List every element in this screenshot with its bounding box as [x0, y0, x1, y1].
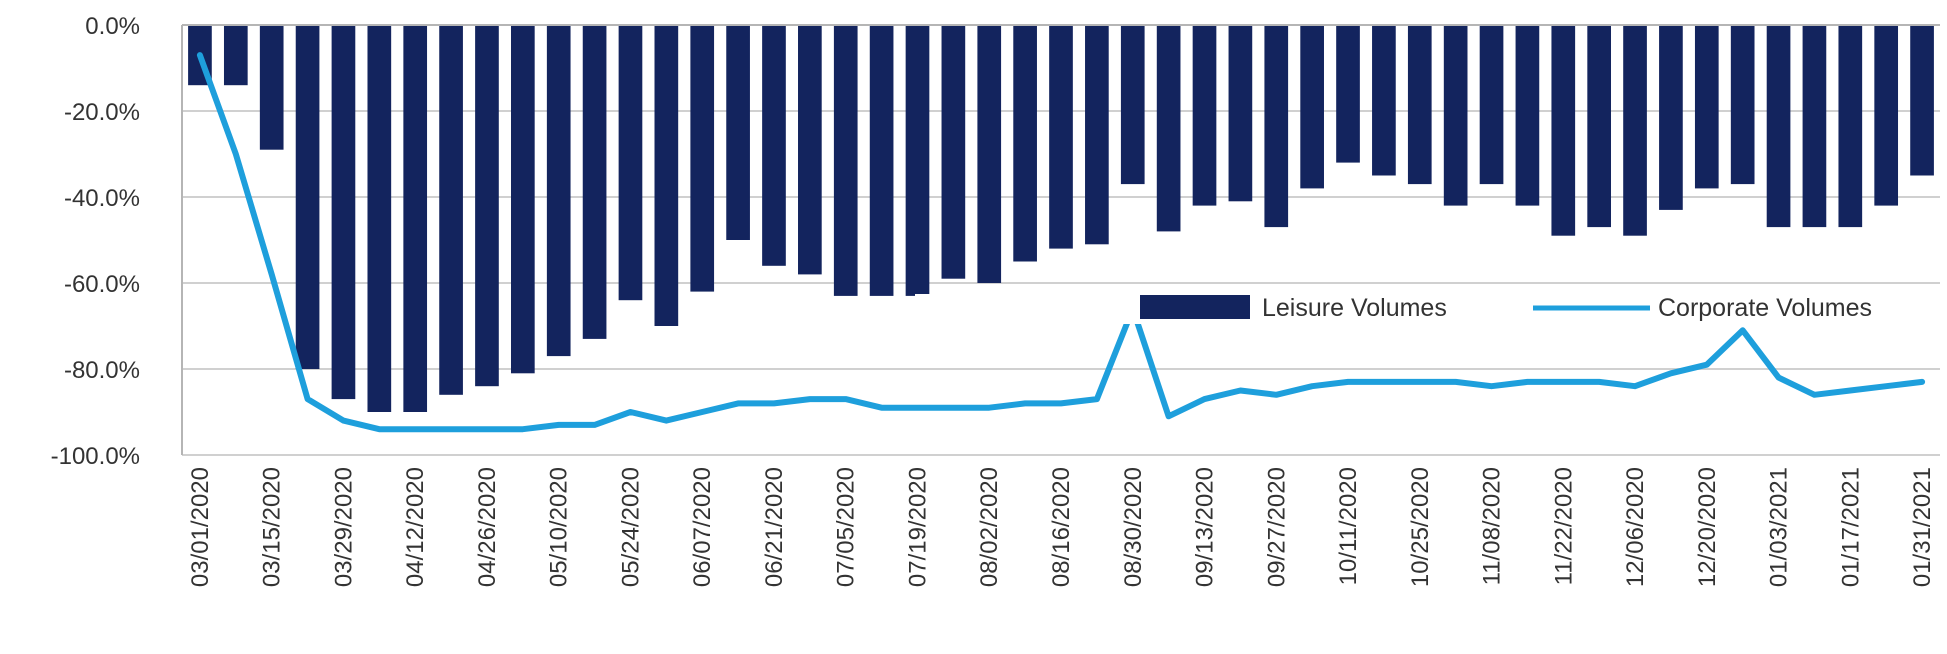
leisure-bar [1659, 25, 1683, 210]
leisure-bar [1479, 25, 1504, 185]
x-tick-label: 09/27/2020 [1263, 467, 1290, 587]
leisure-bar [475, 25, 499, 387]
leisure-bar [259, 25, 284, 150]
legend-corporate-label: Corporate Volumes [1658, 294, 1872, 322]
leisure-bar [726, 25, 750, 240]
leisure-bar [582, 25, 607, 339]
y-tick-label: -60.0% [64, 271, 140, 298]
leisure-bar [223, 25, 248, 86]
y-tick-labels: 0.0% -20.0% -40.0% -60.0% -80.0% -100.0% [51, 13, 140, 470]
leisure-bar [295, 25, 320, 369]
x-tick-label: 01/31/2021 [1909, 467, 1936, 587]
x-tick-label: 01/03/2021 [1766, 467, 1793, 587]
leisure-bar [1551, 25, 1576, 236]
x-tick-label: 11/08/2020 [1479, 467, 1506, 585]
x-tick-label: 09/13/2020 [1192, 467, 1219, 587]
y-tick-label: -80.0% [64, 357, 140, 384]
leisure-bar [1623, 25, 1647, 236]
legend-leisure-label: Leisure Volumes [1262, 294, 1447, 322]
leisure-bar [1192, 25, 1217, 206]
leisure-bar [869, 25, 894, 296]
x-tick-label: 01/17/2021 [1837, 467, 1864, 587]
leisure-bar [1587, 25, 1612, 228]
x-tick-label: 07/05/2020 [833, 467, 860, 587]
leisure-bar [367, 25, 392, 412]
corporate-volumes-line [196, 52, 1926, 433]
leisure-bar [1838, 25, 1863, 228]
leisure-bar [905, 25, 930, 296]
x-tick-label: 10/25/2020 [1407, 467, 1434, 587]
leisure-bar [1694, 25, 1719, 189]
leisure-bar [510, 25, 535, 374]
leisure-bar [1156, 25, 1181, 232]
axes [181, 24, 1940, 455]
leisure-bar [546, 25, 571, 357]
x-tick-label: 12/06/2020 [1622, 467, 1649, 587]
leisure-bar [690, 25, 715, 292]
legend-leisure-swatch [1140, 295, 1250, 319]
x-tick-label: 05/24/2020 [617, 467, 644, 587]
grid-lines [182, 110, 1940, 456]
x-tick-label: 12/20/2020 [1694, 467, 1721, 587]
leisure-bar [1013, 25, 1037, 262]
x-tick-label: 07/19/2020 [904, 467, 931, 587]
corporate-line-layer [196, 52, 1926, 433]
x-tick-label: 06/07/2020 [689, 467, 716, 587]
x-tick-label: 06/21/2020 [761, 467, 788, 587]
y-tick-label: -20.0% [64, 99, 140, 126]
leisure-bar [1910, 25, 1934, 176]
x-tick-label: 03/29/2020 [330, 467, 357, 587]
leisure-bars [188, 25, 1934, 412]
leisure-bar [618, 25, 643, 301]
leisure-bar [833, 25, 858, 296]
leisure-bar [977, 25, 1002, 283]
x-tick-label: 08/16/2020 [1048, 467, 1075, 587]
leisure-bar [1874, 25, 1899, 206]
x-tick-label: 11/22/2020 [1550, 467, 1577, 585]
leisure-bar [439, 25, 463, 395]
x-tick-label: 08/02/2020 [976, 467, 1003, 587]
leisure-bar [798, 25, 822, 275]
leisure-bar [1515, 25, 1540, 206]
leisure-bar [403, 25, 428, 412]
leisure-bar [1802, 25, 1827, 228]
leisure-bar [1443, 25, 1468, 206]
leisure-bar [1336, 25, 1360, 163]
leisure-bar [1766, 25, 1791, 228]
leisure-bar [1085, 25, 1109, 245]
leisure-bar [941, 25, 966, 279]
y-tick-label: -100.0% [51, 443, 140, 470]
y-tick-label: -40.0% [64, 185, 140, 212]
x-tick-label: 08/30/2020 [1120, 467, 1147, 587]
leisure-bar [1264, 25, 1289, 228]
leisure-bar [331, 25, 356, 400]
y-tick-label: 0.0% [85, 13, 140, 40]
leisure-bar [1228, 25, 1253, 202]
x-tick-label: 05/10/2020 [546, 467, 573, 587]
leisure-bar [1120, 25, 1145, 185]
leisure-bar [1049, 25, 1073, 249]
x-tick-label: 03/01/2020 [187, 467, 214, 587]
x-tick-label: 03/15/2020 [259, 467, 286, 587]
legend: Leisure Volumes Corporate Volumes [915, 294, 1872, 324]
leisure-bar [654, 25, 679, 326]
x-tick-labels: 03/01/2020 03/15/2020 03/29/2020 04/12/2020… [187, 467, 1936, 587]
x-tick-label: 10/11/2020 [1335, 467, 1362, 585]
x-tick-label: 04/26/2020 [474, 467, 501, 587]
leisure-bar [1730, 25, 1755, 185]
leisure-bar [1407, 25, 1432, 185]
leisure-bar [1372, 25, 1396, 176]
x-tick-label: 04/12/2020 [402, 467, 429, 587]
leisure-bar [762, 25, 786, 266]
leisure-bar [1300, 25, 1324, 189]
